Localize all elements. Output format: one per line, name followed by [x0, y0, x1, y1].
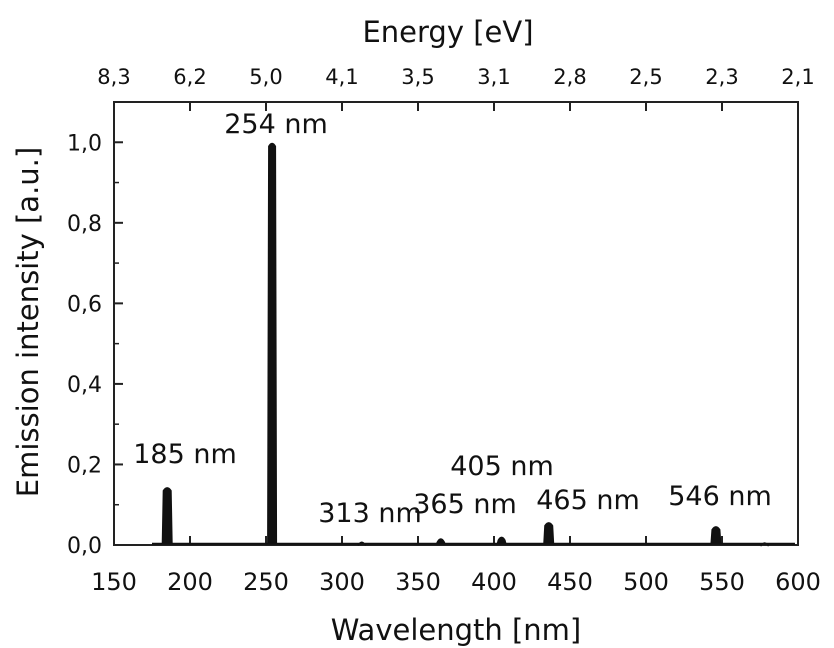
y-tick-label: 0,4 — [67, 373, 102, 398]
y-axis-title: Emission intensity [a.u.] — [11, 147, 45, 497]
y-tick-label: 1,0 — [67, 131, 102, 156]
peak-label: 405 nm — [450, 451, 554, 482]
peak-365 — [435, 538, 447, 545]
top-tick-label: 3,5 — [401, 65, 434, 89]
peak-436 — [543, 522, 555, 545]
peak-label: 254 nm — [224, 109, 328, 140]
y-tick-label: 0,2 — [67, 453, 102, 478]
top-tick-label: 5,0 — [249, 65, 282, 89]
plot-frame — [113, 101, 799, 546]
peak-label: 313 nm — [318, 498, 422, 529]
peak-546 — [710, 526, 722, 545]
peak-marks — [161, 142, 770, 547]
x-tick-label: 200 — [167, 568, 213, 596]
top-tick-label: 3,1 — [477, 65, 510, 89]
y-tick-label: 0,0 — [67, 534, 102, 559]
top-axis-title: Energy [eV] — [362, 15, 533, 49]
top-tick-label: 4,1 — [325, 65, 358, 89]
peak-label: 185 nm — [133, 439, 237, 470]
y-axis-ticks: 0,0 0,2 0,4 0,6 0,8 1,0 — [67, 131, 123, 559]
top-tick-label: 8,3 — [97, 65, 130, 89]
y-tick-label: 0,8 — [67, 212, 102, 237]
top-tick-label: 2,5 — [629, 65, 662, 89]
x-tick-label: 400 — [471, 568, 517, 596]
peak-578 — [759, 542, 770, 547]
peak-313 — [356, 541, 368, 546]
peak-405 — [496, 536, 507, 545]
x-axis-ticks: 150 200 250 300 350 400 450 500 550 600 — [91, 536, 821, 596]
y-tick-label: 0,6 — [67, 292, 102, 317]
x-tick-label: 450 — [547, 568, 593, 596]
x-axis-title: Wavelength [nm] — [331, 613, 582, 647]
peak-254 — [267, 142, 278, 545]
x-tick-label: 600 — [775, 568, 821, 596]
top-tick-label: 2,3 — [705, 65, 738, 89]
peak-label: 546 nm — [668, 481, 772, 512]
peak-185 — [161, 487, 173, 545]
top-tick-label: 6,2 — [173, 65, 206, 89]
top-tick-label: 2,1 — [781, 65, 814, 89]
x-tick-label: 300 — [319, 568, 365, 596]
top-axis-ticks: 8,3 6,2 5,0 4,1 3,5 3,1 2,8 2,5 2,3 2,1 — [97, 65, 815, 111]
x-tick-label: 250 — [243, 568, 289, 596]
x-tick-label: 500 — [623, 568, 669, 596]
x-tick-label: 150 — [91, 568, 137, 596]
peak-label: 465 nm — [536, 485, 640, 516]
top-tick-label: 2,8 — [553, 65, 586, 89]
x-tick-label: 350 — [395, 568, 441, 596]
x-tick-label: 550 — [699, 568, 745, 596]
peak-label: 365 nm — [413, 489, 517, 520]
